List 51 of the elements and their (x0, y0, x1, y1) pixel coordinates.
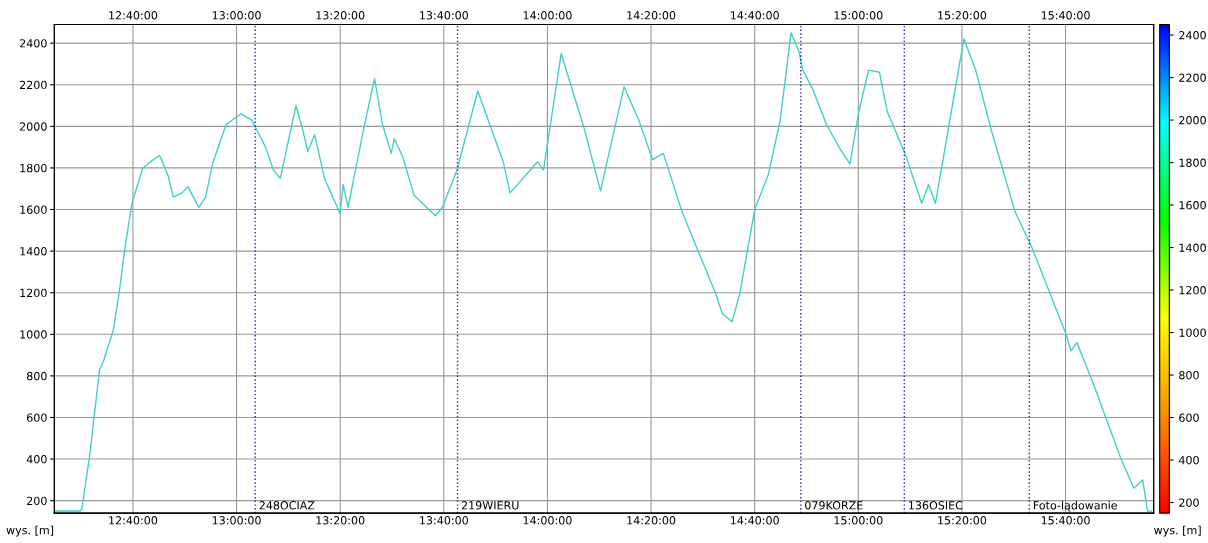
ref-line-label: 079KORZE (805, 501, 863, 510)
x-tick-label: 13:40:00 (420, 516, 469, 525)
x-tick-label: 15:40:00 (1041, 516, 1090, 525)
x-tick-label: 13:20:00 (316, 516, 365, 525)
y-tick-label: 1000 (20, 330, 47, 339)
x2-tick-label: 15:20:00 (938, 11, 987, 20)
y-tick-label: 1200 (20, 288, 47, 298)
x2-tick-label: 13:20:00 (316, 11, 365, 20)
y-tick-label: 2200 (19, 80, 47, 90)
x-tick-label: 15:20:00 (938, 516, 987, 525)
color-bar-label: 2000 (1179, 116, 1206, 125)
color-bar-label: 2200 (1179, 73, 1206, 82)
x2-tick-label: 14:40:00 (730, 11, 779, 20)
x2-tick-label: 15:40:00 (1041, 11, 1090, 20)
color-bar-label: 800 (1179, 371, 1199, 380)
ref-line-label: 248OCIAZ (259, 501, 315, 510)
color-bar-label: 400 (1178, 455, 1199, 465)
color-bar-label: 1400 (1179, 243, 1206, 252)
color-bar-title: wys. [m] (1154, 525, 1201, 537)
ref-line-label: 136OSIEC (909, 501, 963, 510)
y-tick-label: 400 (26, 455, 47, 464)
x2-tick-label: 13:40:00 (420, 11, 469, 20)
y-tick-label: 800 (26, 371, 47, 381)
color-bar-label: 1600 (1179, 201, 1206, 210)
ref-line-label: Foto-lądowanie (1033, 500, 1117, 512)
y-tick-label: 1600 (20, 205, 47, 214)
x-tick-label: 14:20:00 (627, 516, 676, 525)
x2-tick-label: 14:00:00 (523, 11, 572, 20)
color-bar-label: 1200 (1179, 286, 1206, 295)
x2-tick-label: 12:40:00 (109, 11, 158, 20)
x2-tick-label: 14:20:00 (627, 11, 676, 20)
x-tick-label: 14:40:00 (730, 516, 779, 525)
y-tick-label: 2400 (19, 39, 47, 48)
y-tick-label: 1800 (20, 163, 47, 173)
y-tick-label: 2000 (19, 122, 47, 131)
color-bar-label: 2400 (1179, 31, 1206, 40)
y-tick-label: 1400 (20, 247, 47, 256)
x2-tick-label: 15:00:00 (834, 11, 883, 20)
x-tick-label: 14:00:00 (523, 516, 572, 525)
color-bar-label: 1800 (1179, 158, 1206, 167)
x2-tick-label: 13:00:00 (212, 11, 261, 20)
x-tick-label: 12:40:00 (109, 516, 158, 525)
color-bar-label: 1000 (1179, 328, 1206, 337)
color-bar-label: 600 (1179, 413, 1199, 422)
y-tick-label: 200 (27, 496, 47, 506)
y-tick-label: 600 (26, 413, 47, 422)
x-tick-label: 13:00:00 (212, 516, 261, 525)
ref-line-label: 219WIERU (461, 501, 519, 510)
x-tick-label: 15:00:00 (834, 516, 883, 525)
y-axis-title: wys. [m] (6, 525, 54, 537)
color-bar-label: 200 (1179, 498, 1199, 507)
